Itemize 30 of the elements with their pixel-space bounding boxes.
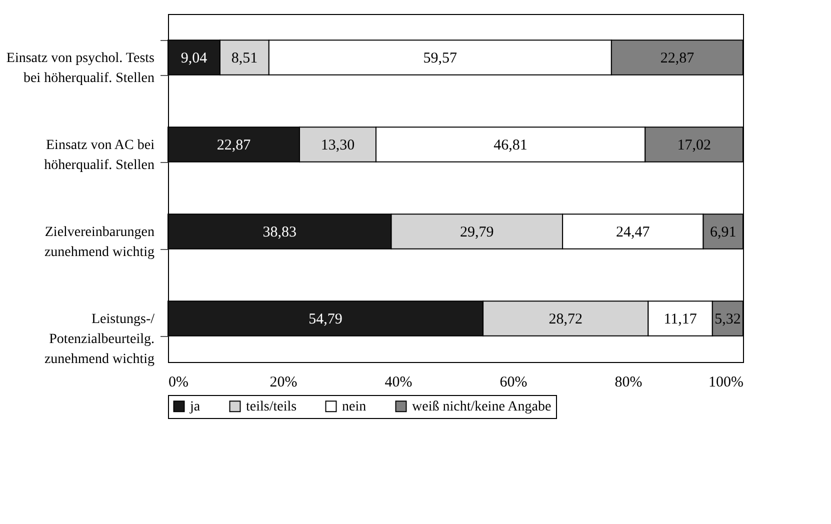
- data-label: 8,51: [231, 50, 258, 66]
- y-tick-label: Einsatz von AC bei höherqualif. Stellen: [44, 138, 155, 173]
- data-label: 22,87: [216, 138, 252, 154]
- x-tick-label: 80%: [614, 374, 642, 390]
- data-label: 6,91: [710, 224, 736, 240]
- legend-label: teils/teils: [246, 399, 297, 414]
- x-tick-label: 100%: [708, 374, 744, 390]
- legend-label: ja: [189, 399, 201, 414]
- data-label: 29,79: [460, 224, 494, 240]
- legend-label: nein: [342, 399, 366, 414]
- x-tick-label: 40%: [384, 374, 412, 390]
- legend-label: weiß nicht/keine Angabe: [412, 399, 552, 414]
- y-tick-label: Leistungs-/ Potenzialbeurteilg. zunehmend wichtig: [44, 312, 155, 367]
- data-label: 24,47: [616, 224, 650, 240]
- data-label: 38,83: [262, 224, 297, 240]
- y-tick-label: Einsatz von psychol. Tests bei höherqualif. Stellen: [6, 51, 154, 86]
- data-label: 22,87: [660, 50, 695, 66]
- data-label: 13,30: [320, 138, 355, 154]
- data-label: 5,32: [714, 312, 741, 328]
- data-label: 28,72: [548, 312, 582, 328]
- data-label: 9,04: [180, 50, 208, 66]
- data-label: 17,02: [677, 138, 711, 154]
- x-tick-label: 20%: [270, 374, 298, 390]
- data-label: 46,81: [494, 138, 528, 154]
- x-tick-label: 60%: [500, 374, 528, 390]
- y-tick-label: Zielvereinbarungen zunehmend wichtig: [44, 225, 154, 260]
- data-label: 54,79: [308, 312, 342, 328]
- data-label: 59,57: [423, 50, 458, 66]
- data-label: 11,17: [664, 312, 698, 328]
- x-tick-label: 0%: [168, 374, 188, 390]
